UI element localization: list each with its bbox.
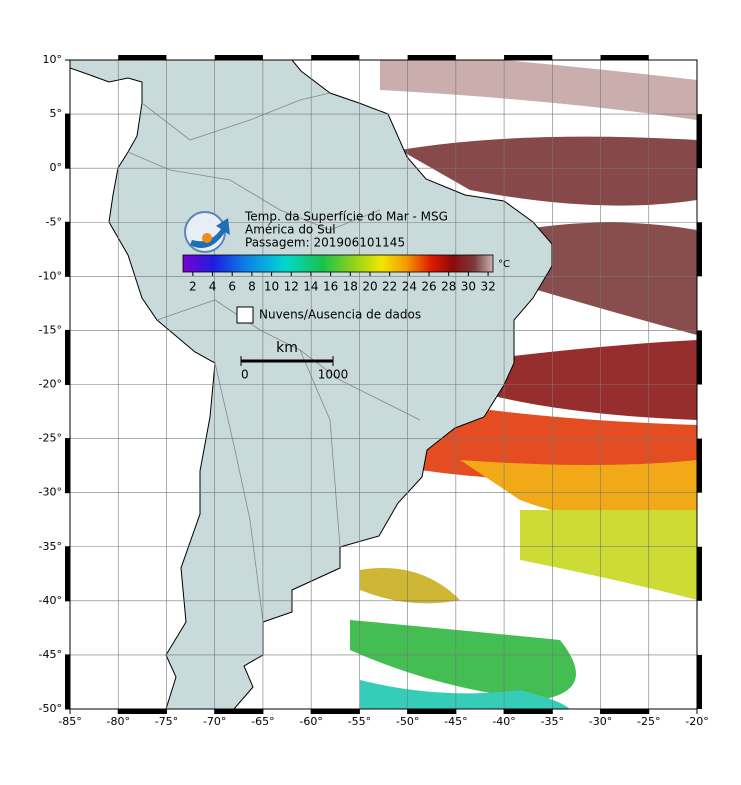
colorbar-tick-label: 32 (480, 280, 495, 294)
map-body (70, 60, 697, 709)
y-tick-label: -25° (39, 432, 62, 445)
frame-bar (600, 55, 649, 60)
y-tick-label: 5° (50, 107, 63, 120)
borders (127, 92, 421, 623)
y-tick-label: -20° (39, 378, 62, 391)
y-tick-label: -30° (39, 486, 62, 499)
colorbar (182, 254, 494, 273)
x-tick-label: -20° (685, 715, 708, 728)
frame-bar (697, 438, 702, 493)
x-tick-label: -40° (492, 715, 515, 728)
frame-bar (311, 709, 360, 714)
colorbar-tick-label: 30 (461, 280, 476, 294)
colorbar-tick-label: 6 (228, 280, 236, 294)
y-tick-label: 10° (43, 53, 63, 66)
scale-tick-label: 0 (241, 368, 249, 382)
colorbar-tick-label: 16 (323, 280, 338, 294)
title-line: Temp. da Superfície do Mar - MSG (244, 210, 448, 224)
frame-bar (697, 114, 702, 169)
colorbar-tick-label: 14 (303, 280, 318, 294)
frame-bar (65, 438, 70, 493)
colorbar-tick-label: 24 (402, 280, 417, 294)
scale-tick-label: 1000 (318, 368, 349, 382)
x-tick-label: -70° (203, 715, 226, 728)
colorbar-tick-label: 2 (189, 280, 197, 294)
y-tick-label: -50° (39, 702, 62, 715)
x-tick-label: -80° (106, 715, 129, 728)
x-tick-label: -45° (444, 715, 467, 728)
frame-bar (118, 55, 167, 60)
y-tick-label: -40° (39, 594, 62, 607)
x-tick-label: -85° (58, 715, 81, 728)
legend-label: Nuvens/Ausencia de dados (259, 308, 421, 322)
legend-swatch (236, 306, 254, 324)
frame-bar (697, 222, 702, 277)
x-tick-label: -75° (155, 715, 178, 728)
x-tick-label: -65° (251, 715, 274, 728)
frame-bar (65, 330, 70, 385)
frame-bar (697, 330, 702, 385)
frame-bar (65, 222, 70, 277)
y-tick-label: -15° (39, 323, 62, 336)
x-tick-label: -35° (541, 715, 564, 728)
x-tick-label: -30° (589, 715, 612, 728)
colorbar-tick-label: 22 (382, 280, 397, 294)
frame-bar (214, 709, 263, 714)
y-tick-label: -5° (46, 215, 62, 228)
title-line: América do Sul (245, 223, 336, 237)
y-tick-label: -35° (39, 540, 62, 553)
x-tick-label: -50° (396, 715, 419, 728)
title-line: Passagem: 201906101145 (245, 236, 405, 250)
frame-bar (65, 114, 70, 169)
logo (184, 211, 230, 253)
colorbar-tick-label: 12 (284, 280, 299, 294)
frame-bar (65, 654, 70, 709)
frame-bar (118, 709, 167, 714)
y-tick-label: -45° (39, 648, 62, 661)
colorbar-tick-label: 8 (248, 280, 256, 294)
sst-patches (350, 60, 697, 709)
frame-bar (65, 546, 70, 601)
colorbar-tick-label: 18 (343, 280, 358, 294)
y-tick-label: -10° (39, 269, 62, 282)
frame-bar (214, 55, 263, 60)
frame-bar (407, 709, 456, 714)
frame-bar (600, 709, 649, 714)
colorbar-tick-label: 26 (421, 280, 436, 294)
frame-bar (504, 55, 553, 60)
colorbar-tick-label: 20 (362, 280, 377, 294)
frame-bar (504, 709, 553, 714)
frame-bar (697, 546, 702, 601)
x-tick-label: -60° (299, 715, 322, 728)
colorbar-tick-label: 28 (441, 280, 456, 294)
frame-bar (697, 654, 702, 709)
frame-bar (311, 55, 360, 60)
scale-unit: km (276, 340, 298, 356)
x-tick-label: -25° (637, 715, 660, 728)
x-tick-label: -55° (348, 715, 371, 728)
colorbar-unit: °C (498, 259, 510, 270)
y-tick-label: 0° (50, 161, 63, 174)
frame-bar (407, 55, 456, 60)
colorbar-tick-label: 4 (209, 280, 217, 294)
colorbar-tick-label: 10 (264, 280, 279, 294)
